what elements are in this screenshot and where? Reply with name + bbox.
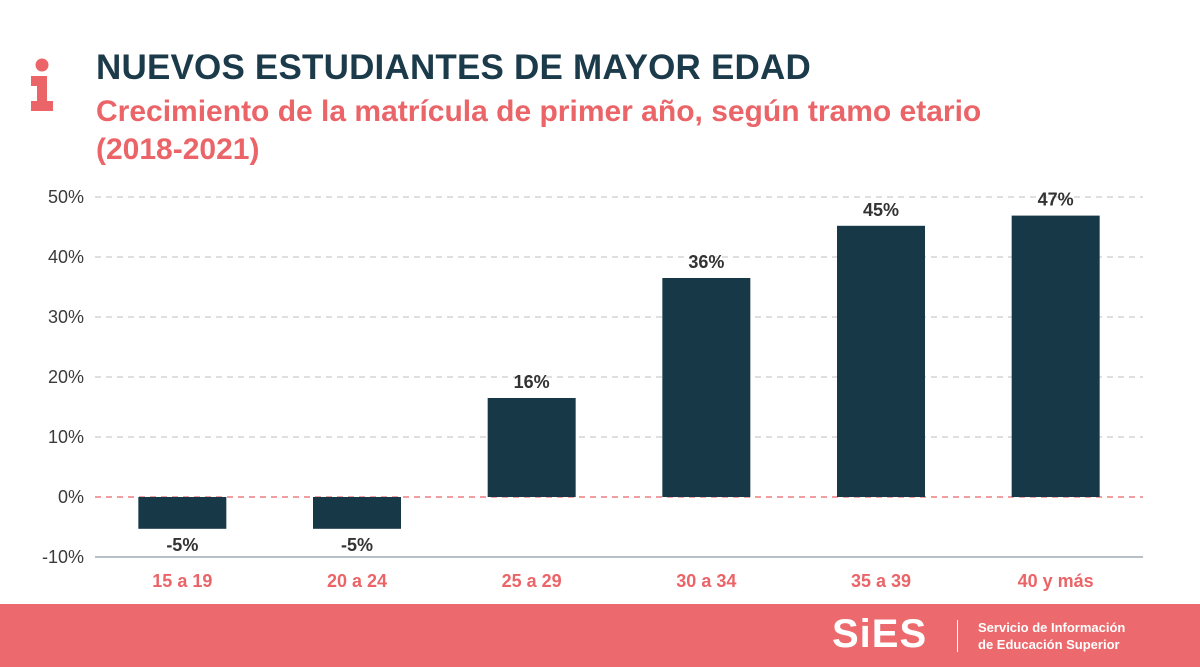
bar-chart: 50% 40% 30% 20% 10% 0% -10% -5% -5% 16% 36% 45% 47%… bbox=[42, 187, 1143, 591]
sies-logo: SiES bbox=[832, 612, 928, 656]
info-icon bbox=[31, 58, 53, 111]
data-label: 47% bbox=[1038, 190, 1074, 210]
brand-line-2: de Educación Superior bbox=[978, 637, 1120, 652]
x-tick-label: 30 a 34 bbox=[676, 571, 736, 591]
footer-divider bbox=[957, 620, 958, 652]
bar bbox=[138, 497, 227, 529]
y-tick-label: 40% bbox=[48, 247, 84, 267]
brand-line-1: Servicio de Información bbox=[978, 620, 1126, 635]
x-tick-label: 40 y más bbox=[1018, 571, 1094, 591]
data-label: -5% bbox=[341, 535, 373, 555]
data-labels: -5% -5% 16% 36% 45% 47% bbox=[166, 190, 1073, 555]
bar bbox=[1011, 215, 1100, 497]
page-subtitle: Crecimiento de la matrícula de primer añ… bbox=[96, 95, 982, 166]
x-tick-label: 35 a 39 bbox=[851, 571, 911, 591]
bar bbox=[662, 278, 751, 497]
x-tick-label: 15 a 19 bbox=[152, 571, 212, 591]
y-tick-label: -10% bbox=[42, 547, 84, 567]
brand-description: Servicio de Información de Educación Sup… bbox=[978, 619, 1125, 653]
y-axis-ticks: 50% 40% 30% 20% 10% 0% -10% bbox=[42, 187, 84, 567]
bar bbox=[313, 497, 401, 529]
x-tick-label: 25 a 29 bbox=[502, 571, 562, 591]
x-tick-label: 20 a 24 bbox=[327, 571, 387, 591]
y-tick-label: 20% bbox=[48, 367, 84, 387]
grid-lines bbox=[95, 196, 1143, 558]
bar bbox=[487, 398, 576, 497]
bars bbox=[138, 215, 1100, 529]
x-axis-ticks: 15 a 19 20 a 24 25 a 29 30 a 34 35 a 39 40 y … bbox=[152, 571, 1093, 591]
bar bbox=[837, 225, 925, 498]
y-tick-label: 10% bbox=[48, 427, 84, 447]
page-title: NUEVOS ESTUDIANTES DE MAYOR EDAD bbox=[96, 48, 811, 87]
data-label: 16% bbox=[514, 372, 550, 392]
y-tick-label: 30% bbox=[48, 307, 84, 327]
y-tick-label: 50% bbox=[48, 187, 84, 207]
data-label: 45% bbox=[863, 200, 899, 220]
data-label: -5% bbox=[166, 535, 198, 555]
y-tick-label: 0% bbox=[58, 487, 84, 507]
data-label: 36% bbox=[688, 252, 724, 272]
footer: SiES Servicio de Información de Educació… bbox=[0, 604, 1200, 667]
